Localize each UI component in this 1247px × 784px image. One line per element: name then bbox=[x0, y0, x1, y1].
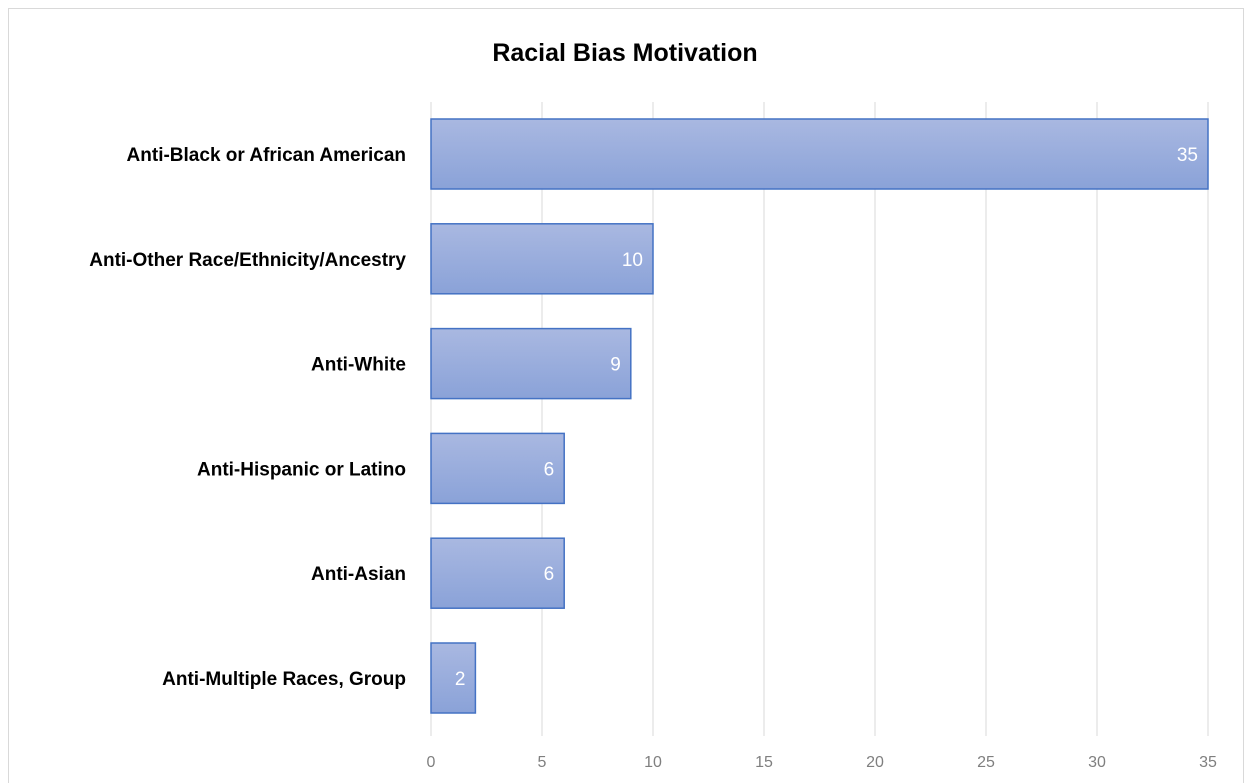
x-tick-label-30: 30 bbox=[1088, 754, 1106, 771]
category-label-3: Anti-White bbox=[311, 355, 406, 376]
chart-title: Racial Bias Motivation bbox=[492, 39, 757, 67]
bar-1 bbox=[430, 118, 1209, 190]
gridlines bbox=[430, 102, 1209, 736]
data-label-1: 35 bbox=[1177, 145, 1198, 166]
chart-frame: Racial Bias Motivation Anti-Black or Afr… bbox=[8, 8, 1244, 783]
x-tick-label-10: 10 bbox=[644, 754, 662, 771]
bar-3 bbox=[430, 327, 632, 400]
category-label-5: Anti-Asian bbox=[311, 564, 406, 585]
bar-6 bbox=[430, 642, 477, 714]
data-label-3: 9 bbox=[610, 355, 621, 376]
bar-chart: Racial Bias Motivation Anti-Black or Afr… bbox=[89, 39, 1217, 771]
x-axis-tick-labels: 0 5 10 15 20 25 30 35 bbox=[427, 754, 1217, 771]
data-label-5: 6 bbox=[544, 564, 555, 585]
bar-5 bbox=[430, 537, 565, 609]
category-label-2: Anti-Other Race/Ethnicity/Ancestry bbox=[89, 250, 406, 271]
bars bbox=[430, 118, 1209, 714]
category-labels: Anti-Black or African American Anti-Other… bbox=[89, 145, 406, 690]
data-label-2: 10 bbox=[622, 250, 643, 271]
x-tick-label-5: 5 bbox=[538, 754, 547, 771]
data-label-4: 6 bbox=[544, 459, 555, 480]
x-tick-label-25: 25 bbox=[977, 754, 995, 771]
x-tick-label-15: 15 bbox=[755, 754, 773, 771]
category-label-6: Anti-Multiple Races, Group bbox=[162, 669, 406, 690]
category-label-4: Anti-Hispanic or Latino bbox=[197, 459, 406, 480]
data-label-6: 2 bbox=[455, 669, 466, 690]
x-tick-label-35: 35 bbox=[1199, 754, 1217, 771]
category-label-1: Anti-Black or African American bbox=[127, 145, 406, 166]
x-tick-label-20: 20 bbox=[866, 754, 884, 771]
data-labels: 35 10 9 6 6 2 bbox=[455, 145, 1198, 690]
bar-2 bbox=[430, 223, 654, 295]
x-tick-label-0: 0 bbox=[427, 754, 436, 771]
bar-4 bbox=[430, 432, 565, 505]
